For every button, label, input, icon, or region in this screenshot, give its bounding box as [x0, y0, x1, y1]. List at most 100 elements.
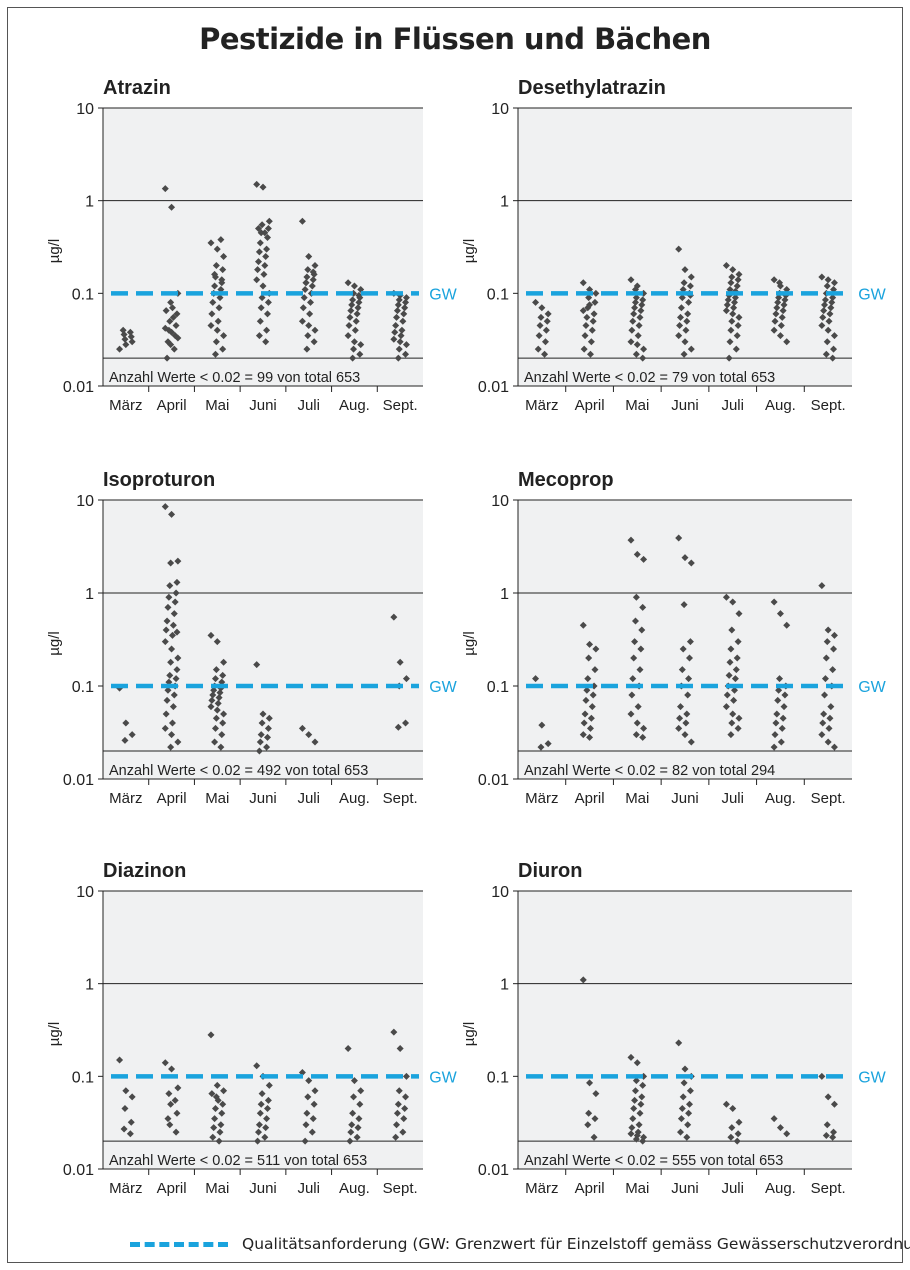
data-point — [830, 743, 838, 751]
data-point — [675, 332, 683, 340]
x-tick-label: April — [157, 790, 187, 807]
data-point — [357, 341, 365, 349]
data-point — [170, 345, 178, 353]
data-point — [264, 225, 272, 233]
x-tick-label: Juli — [721, 790, 744, 807]
data-point — [724, 296, 732, 304]
legend-text: Qualitätsanforderung (GW: Grenzwert für … — [242, 1235, 910, 1253]
data-point — [778, 724, 786, 732]
data-point — [532, 298, 540, 306]
data-point — [775, 686, 783, 694]
data-point — [401, 304, 409, 312]
x-tick-label: Aug. — [339, 1180, 370, 1197]
data-point — [631, 298, 639, 306]
data-point — [397, 332, 405, 340]
data-point — [344, 332, 352, 340]
data-point — [824, 1093, 832, 1101]
data-point — [127, 333, 135, 341]
data-point — [627, 1130, 635, 1138]
data-point — [633, 341, 641, 349]
data-point — [162, 626, 170, 634]
data-point — [217, 1121, 225, 1129]
data-point — [311, 326, 319, 334]
data-point — [166, 317, 174, 325]
data-point — [265, 1081, 273, 1089]
data-point — [207, 631, 215, 639]
data-point — [392, 1133, 400, 1141]
data-point — [819, 719, 827, 727]
x-tick-label: Juli — [721, 1180, 744, 1197]
data-point — [683, 710, 691, 718]
data-point — [677, 703, 684, 711]
data-point — [347, 307, 355, 315]
data-point — [258, 221, 266, 229]
data-point — [211, 724, 219, 732]
data-point — [208, 1090, 216, 1098]
data-point — [677, 304, 685, 312]
data-point — [393, 1109, 401, 1117]
data-point — [168, 731, 176, 739]
data-point — [258, 1090, 266, 1098]
data-point — [582, 696, 590, 704]
data-point — [733, 654, 741, 662]
data-point — [213, 1081, 221, 1089]
x-tick-label: Aug. — [339, 397, 370, 414]
data-point — [263, 245, 271, 253]
data-point — [168, 328, 176, 336]
data-point — [634, 703, 642, 711]
data-point — [824, 626, 832, 634]
x-tick-label: März — [525, 1180, 558, 1197]
data-point — [637, 1100, 645, 1108]
data-point — [830, 1128, 838, 1136]
data-point — [592, 645, 600, 653]
x-tick-label: Juli — [721, 397, 744, 414]
data-point — [677, 313, 684, 321]
plot-area — [103, 891, 423, 1169]
data-point — [829, 294, 837, 302]
data-point — [255, 747, 263, 755]
data-point — [393, 1121, 401, 1129]
data-point — [640, 345, 648, 353]
y-axis-label: µg/l — [46, 1022, 63, 1047]
data-point — [305, 252, 313, 260]
data-point — [585, 294, 593, 302]
data-point — [311, 738, 319, 746]
data-point — [255, 258, 262, 266]
data-point — [355, 291, 363, 299]
data-point — [350, 1093, 358, 1101]
gw-label: GW — [429, 1069, 457, 1086]
data-point — [629, 317, 637, 325]
data-point — [348, 1121, 356, 1129]
data-point — [635, 1121, 643, 1129]
data-point — [216, 294, 224, 302]
data-point — [402, 675, 410, 683]
data-point — [394, 301, 402, 309]
data-point — [211, 738, 219, 746]
data-point — [310, 1100, 318, 1108]
data-point — [729, 310, 737, 318]
x-tick-label: März — [109, 790, 142, 807]
chart-1: 0.01 0.1 1 10 µg/l Desethylatrazin März April Ma… — [461, 77, 887, 414]
data-point — [582, 321, 590, 329]
data-point — [829, 666, 837, 674]
chart-4: 0.01 0.1 1 10 µg/l Diazinon März April Mai Juni Ju… — [46, 860, 458, 1197]
plot-area — [103, 500, 423, 779]
data-point — [639, 1081, 647, 1089]
data-point — [356, 350, 364, 358]
data-point — [165, 593, 173, 601]
data-point — [167, 341, 175, 349]
data-point — [350, 282, 358, 290]
data-point — [632, 350, 640, 358]
y-tick-label: 0.1 — [72, 679, 94, 696]
data-point — [402, 1093, 410, 1101]
data-point — [633, 550, 641, 558]
data-point — [303, 273, 311, 281]
data-point — [255, 1121, 263, 1129]
data-point — [162, 710, 170, 718]
data-point — [829, 354, 837, 362]
data-point — [584, 1121, 592, 1129]
chart-0: 0.01 0.1 1 10 µg/l Atrazin März April Mai Juni Jul… — [46, 77, 458, 414]
data-point — [685, 675, 693, 683]
data-point — [119, 326, 127, 334]
data-point — [735, 610, 743, 618]
